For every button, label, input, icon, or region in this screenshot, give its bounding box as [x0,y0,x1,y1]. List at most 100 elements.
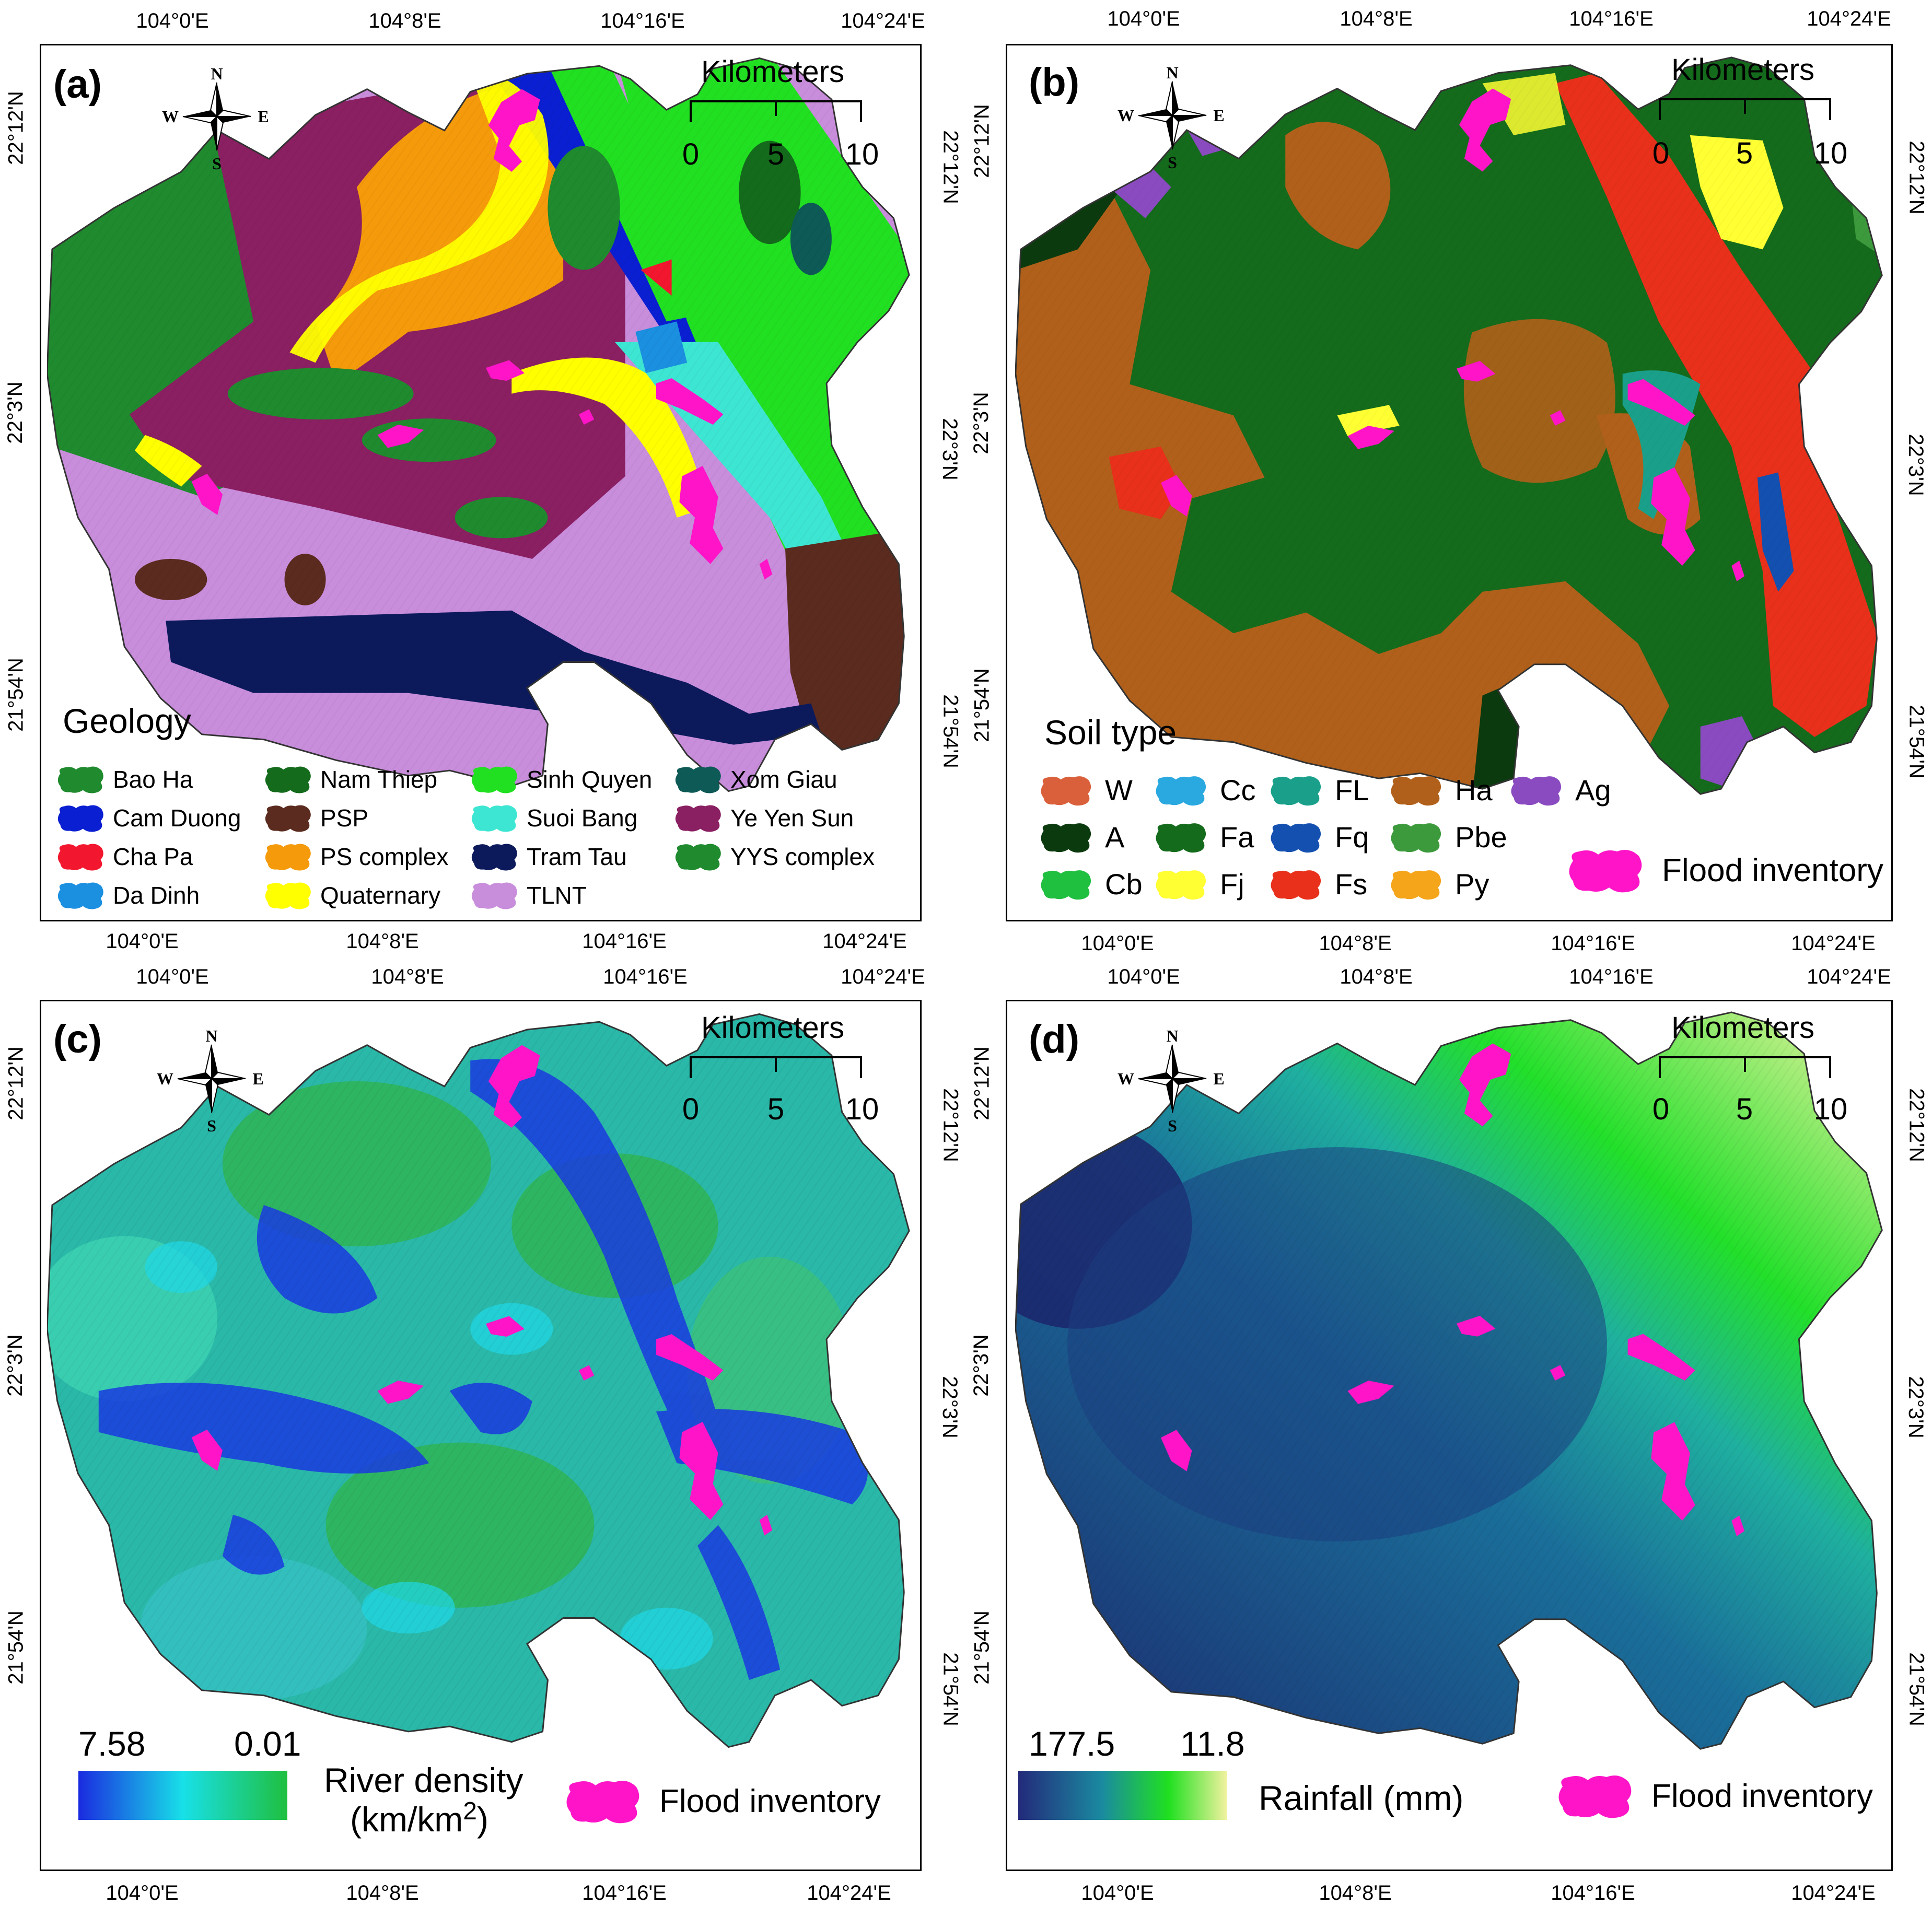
legend-label: Fa [1220,821,1254,854]
ramp-high-label: 7.58 [78,1724,146,1763]
compass-w: W [162,107,179,126]
legend-swatch [1269,774,1323,807]
legend-swatch [264,802,313,834]
bottom-tick: 104°24'E [1791,932,1876,955]
bottom-tick: 104°16'E [582,1882,667,1905]
bottom-tick: 104°0'E [106,930,179,953]
legend-item: Cam Duong [56,802,241,834]
scale-label: 10 [845,1092,879,1126]
left-tick: 22°3'N [970,392,993,454]
scale-label: 0 [1652,136,1670,170]
legend-swatch [56,880,106,911]
flood-label: Flood inventory [1662,852,1883,889]
top-tick: 104°8'E [371,965,444,988]
legend-label: Tram Tau [527,843,627,870]
legend-label: Da Dinh [113,882,200,909]
ramp-title: Rainfall (mm) [1259,1779,1464,1817]
flood-legend: Flood inventory [1567,845,1883,895]
legend-item: Fa [1154,820,1254,854]
legend-item: Py [1389,867,1489,901]
bottom-tick: 104°24'E [822,930,907,953]
legend-item: Nam Thiep [264,764,437,795]
legend-item: Fj [1154,867,1244,901]
scale-label: 0 [1652,1092,1670,1126]
left-tick: 22°12'N [4,1046,28,1120]
legend-item: Fq [1269,820,1369,854]
left-tick: 22°3'N [970,1334,993,1397]
scale-title: Kilometers [701,1011,844,1045]
top-tick: 104°8'E [1340,965,1413,988]
svg-text:S: S [1168,153,1177,170]
legend-label: Pbe [1455,821,1507,854]
top-tick: 104°8'E [1340,7,1413,30]
panel-c: 104°0'E 104°8'E 104°16'E 104°24'E 22°12'… [0,958,966,1916]
legend-item: W [1039,773,1133,807]
scale-bar [690,100,862,122]
legend-label: TLNT [527,882,587,909]
legend-swatch [1269,868,1323,901]
legend-swatch [264,764,313,795]
legend-swatch [1389,868,1444,901]
left-tick: 22°3'N [4,381,27,444]
compass-e: E [258,107,269,126]
legend-swatch [1154,774,1208,807]
legend-swatch [1154,868,1208,901]
scale-label: 0 [682,137,700,171]
compass-icon: N S W E [1118,63,1225,170]
right-tick: 22°3'N [1904,1376,1928,1439]
bottom-tick: 104°8'E [346,930,419,953]
rainfall-ramp [1018,1771,1227,1820]
legend-item: Sinh Quyen [470,764,652,795]
top-tick: 104°16'E [1569,7,1654,30]
legend-label: Ag [1575,774,1611,807]
left-tick: 21°54'N [4,658,28,732]
svg-text:E: E [1213,1069,1224,1088]
legend-item: Suoi Bang [470,802,637,834]
legend-swatch [470,802,519,834]
legend-swatch [264,841,313,872]
panel-a: 104°0'E 104°8'E 104°16'E 104°24'E 22°12'… [0,0,966,958]
legend-swatch [674,841,723,872]
right-tick: 21°54'N [939,1652,962,1726]
top-tick: 104°24'E [841,965,925,988]
flood-legend: Flood inventory [1556,1771,1873,1821]
scale-label: 10 [1813,1092,1848,1126]
panel-label: (c) [53,1017,102,1061]
scale-label: 5 [767,1092,785,1126]
legend-swatch [1039,821,1093,854]
svg-text:S: S [1168,1116,1177,1134]
legend-swatch [1039,868,1093,901]
legend-label: Fq [1335,821,1369,854]
compass-n: N [211,64,223,83]
legend-item: PSP [264,802,368,834]
legend-label: Cam Duong [113,804,241,832]
svg-text:S: S [207,1116,216,1134]
right-tick: 21°54'N [939,694,962,768]
svg-text:N: N [205,1026,217,1045]
right-tick: 22°3'N [938,1376,962,1439]
ramp-title: River density (km/km2) [324,1761,523,1839]
bottom-tick: 104°0'E [106,1882,179,1905]
left-tick: 22°12'N [970,104,994,178]
legend-item: Da Dinh [56,880,200,911]
legend-swatch [264,880,313,911]
flood-swatch [564,1776,643,1826]
panel-label: (d) [1029,1017,1080,1061]
left-tick: 21°54'N [4,1610,28,1685]
legend-label: Bao Ha [113,766,193,793]
legend-label: PSP [320,804,369,832]
legend-swatch [470,880,519,911]
legend-item: Ye Yen Sun [674,802,854,834]
scale-label: 5 [1736,1092,1753,1126]
right-tick: 21°54'N [1905,705,1928,779]
rainfall-map [1015,1011,1883,1750]
scale-label: 10 [1813,136,1848,170]
top-tick: 104°16'E [1569,965,1654,988]
legend-label: W [1105,774,1133,807]
bottom-tick: 104°8'E [1319,932,1392,955]
river-density-ramp [78,1771,287,1820]
right-tick: 22°3'N [1904,434,1928,496]
top-tick: 104°0'E [136,965,209,988]
legend-label: Cha Pa [113,843,193,870]
bottom-tick: 104°0'E [1081,932,1154,955]
